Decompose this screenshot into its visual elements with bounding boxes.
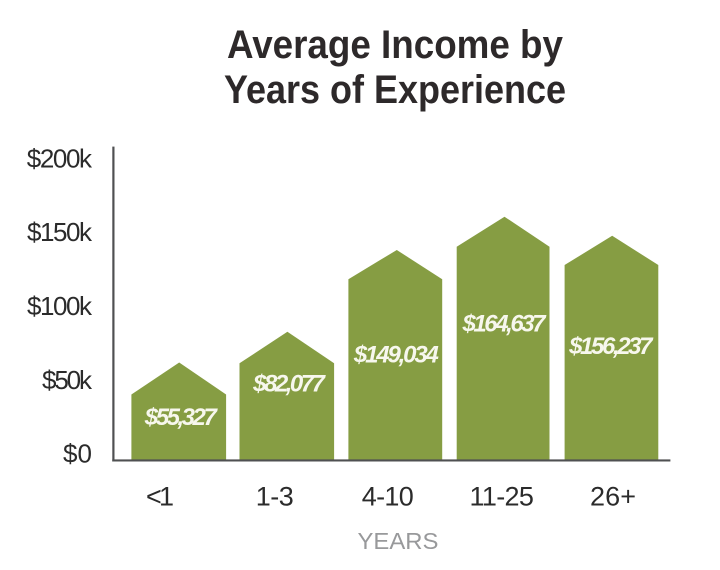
svg-text:$150k: $150k <box>27 217 93 247</box>
svg-text:$82,077: $82,077 <box>252 371 326 398</box>
svg-text:$100k: $100k <box>27 291 93 321</box>
svg-text:$200k: $200k <box>27 143 93 173</box>
svg-text:11-25: 11-25 <box>469 482 534 512</box>
svg-text:<1: <1 <box>146 482 174 512</box>
svg-text:$50k: $50k <box>42 365 93 395</box>
svg-text:1-3: 1-3 <box>256 482 294 512</box>
svg-text:$149,034: $149,034 <box>353 341 439 368</box>
svg-text:Average Income by: Average Income by <box>227 23 564 67</box>
svg-text:4-10: 4-10 <box>362 482 414 512</box>
svg-text:26+: 26+ <box>590 482 636 512</box>
svg-text:YEARS: YEARS <box>358 528 439 554</box>
svg-text:$164,637: $164,637 <box>462 311 548 338</box>
svg-text:Years of Experience: Years of Experience <box>224 68 566 112</box>
svg-text:$156,237: $156,237 <box>568 333 654 360</box>
svg-text:$55,327: $55,327 <box>144 404 219 431</box>
svg-text:$0: $0 <box>63 439 92 469</box>
